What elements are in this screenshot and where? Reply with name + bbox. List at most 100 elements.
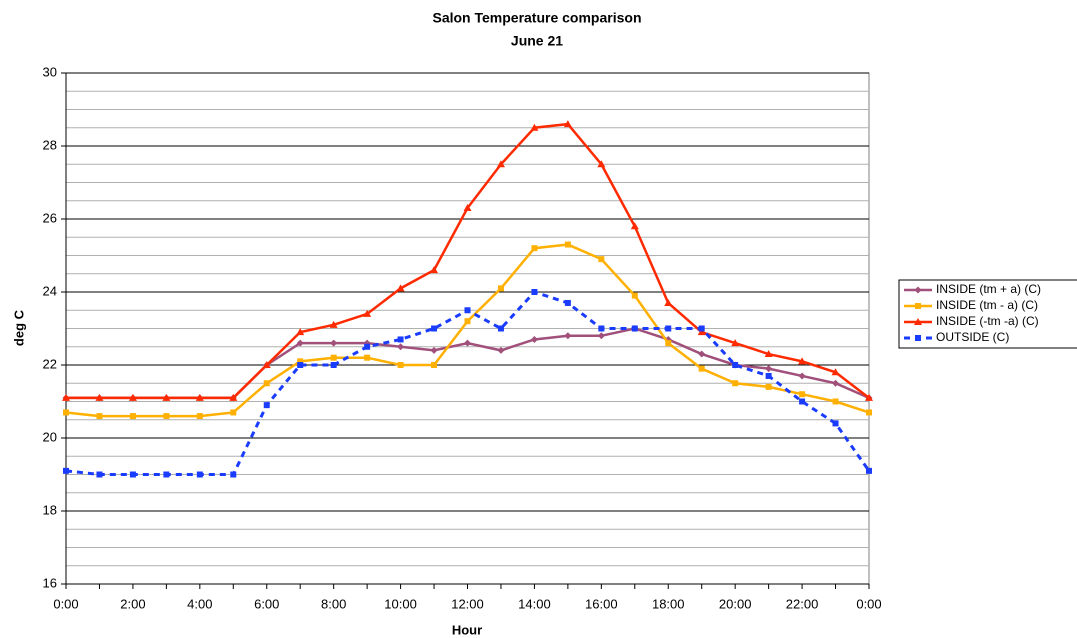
x-tick-label: 20:00 — [719, 596, 752, 611]
marker — [697, 328, 706, 336]
y-tick-label: 28 — [43, 137, 57, 152]
marker — [564, 332, 572, 340]
x-tick-label: 14:00 — [518, 596, 551, 611]
marker — [196, 413, 203, 420]
marker — [564, 299, 571, 306]
marker — [296, 339, 304, 347]
marker — [230, 409, 237, 416]
marker — [832, 398, 839, 405]
marker — [163, 471, 170, 478]
marker — [464, 339, 471, 347]
marker — [497, 325, 504, 332]
marker — [631, 325, 638, 332]
marker — [364, 343, 371, 350]
chart-subtitle: June 21 — [511, 33, 563, 49]
marker — [765, 383, 772, 390]
marker — [765, 372, 772, 379]
marker — [531, 289, 538, 295]
marker — [262, 361, 271, 368]
marker — [129, 413, 136, 420]
marker — [665, 325, 672, 332]
marker — [865, 393, 873, 401]
marker — [263, 402, 270, 409]
marker — [297, 358, 304, 365]
marker — [230, 471, 237, 478]
x-tick-label: 0:00 — [856, 596, 881, 611]
x-tick-label: 8:00 — [321, 596, 346, 611]
marker — [464, 318, 471, 325]
marker — [63, 467, 69, 474]
y-tick-label: 16 — [43, 575, 57, 590]
marker — [397, 336, 404, 343]
legend-label: INSIDE (tm - a) (C) — [936, 298, 1038, 312]
marker — [330, 339, 338, 347]
x-tick-label: 6:00 — [254, 596, 279, 611]
marker — [799, 391, 806, 398]
marker — [62, 393, 70, 401]
marker — [397, 343, 405, 351]
marker — [195, 393, 204, 401]
marker — [96, 413, 103, 420]
y-tick-label: 18 — [43, 502, 57, 517]
marker — [698, 350, 706, 358]
marker — [129, 471, 136, 478]
marker — [431, 325, 438, 332]
marker — [765, 365, 773, 373]
marker — [598, 256, 605, 263]
marker — [731, 339, 740, 347]
marker — [732, 380, 739, 387]
x-tick-label: 10:00 — [384, 596, 417, 611]
y-tick-label: 22 — [43, 356, 57, 371]
marker — [764, 350, 773, 358]
marker — [128, 393, 137, 401]
marker — [530, 335, 538, 343]
marker — [531, 245, 538, 252]
legend-label: INSIDE (tm + a) (C) — [936, 282, 1041, 296]
marker — [866, 467, 872, 474]
x-tick-label: 2:00 — [120, 596, 145, 611]
marker — [330, 354, 337, 361]
marker — [698, 325, 705, 332]
marker — [698, 365, 705, 372]
marker — [229, 393, 238, 401]
legend-label: INSIDE (-tm -a) (C) — [936, 314, 1039, 328]
chart-title: Salon Temperature comparison — [432, 10, 641, 26]
marker — [263, 380, 270, 387]
marker — [597, 332, 605, 340]
marker — [497, 285, 504, 292]
marker — [664, 298, 673, 306]
marker — [914, 286, 922, 294]
marker — [95, 393, 104, 401]
marker — [297, 362, 304, 368]
marker — [915, 303, 921, 309]
marker — [431, 362, 438, 368]
y-axis-title: deg C — [11, 309, 26, 346]
marker — [915, 335, 921, 341]
marker — [597, 160, 606, 168]
marker — [530, 123, 539, 131]
legend: INSIDE (tm + a) (C) INSIDE (tm - a) (C) IN… — [898, 279, 1077, 349]
marker — [162, 393, 171, 401]
marker — [866, 409, 872, 416]
x-axis-title: Hour — [452, 622, 482, 637]
x-tick-label: 18:00 — [652, 596, 685, 611]
marker — [364, 354, 371, 361]
legend-label: OUTSIDE (C) — [936, 330, 1009, 344]
marker — [496, 160, 505, 168]
marker — [96, 471, 103, 478]
marker — [732, 362, 739, 368]
marker — [665, 340, 672, 347]
marker — [163, 413, 170, 420]
marker — [430, 266, 439, 274]
y-tick-label: 26 — [43, 210, 57, 225]
x-tick-label: 0:00 — [53, 596, 78, 611]
y-tick-label: 20 — [43, 429, 57, 444]
marker — [832, 420, 839, 427]
marker — [397, 362, 404, 368]
marker — [329, 320, 338, 328]
marker — [63, 409, 69, 416]
marker — [831, 368, 840, 376]
marker — [196, 471, 203, 478]
